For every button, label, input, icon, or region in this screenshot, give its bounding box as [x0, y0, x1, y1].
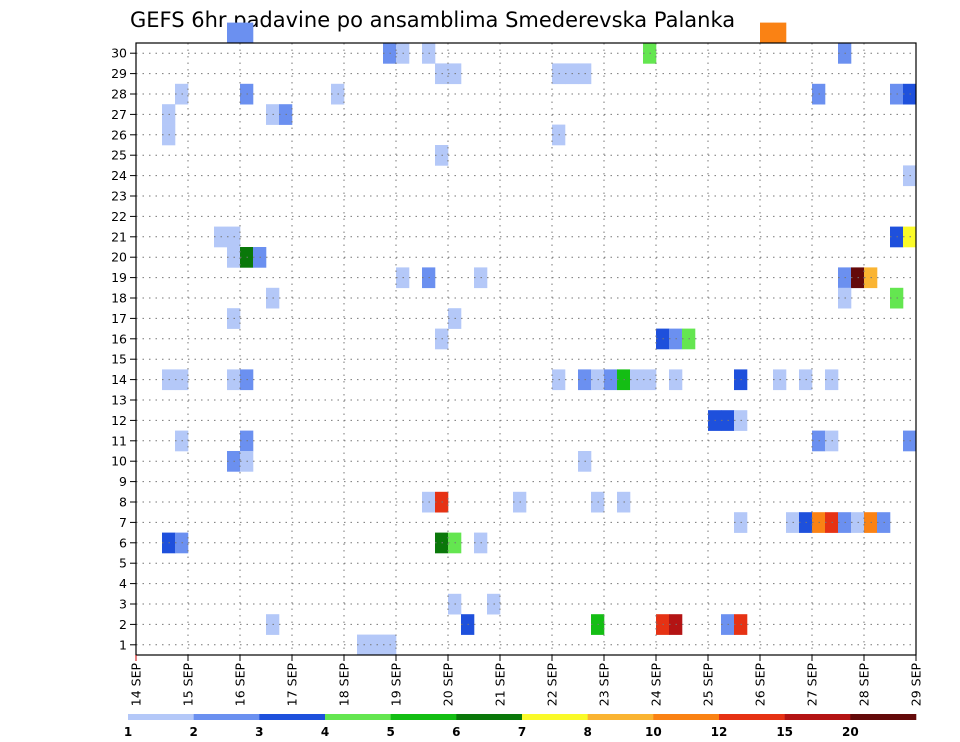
y-tick-label: 12: [111, 413, 127, 428]
y-tick-label: 23: [111, 189, 127, 204]
legend-swatch: [850, 714, 917, 720]
x-tick-label: 14 SEP: [129, 663, 144, 707]
y-tick-label: 13: [111, 393, 127, 408]
legend-swatch: [653, 714, 720, 720]
legend-label: 8: [583, 725, 591, 739]
y-tick-label: 30: [111, 46, 127, 61]
y-tick-label: 14: [111, 372, 127, 387]
y-tick-label: 9: [119, 474, 127, 489]
x-tick-label: 17 SEP: [285, 663, 300, 707]
y-tick-label: 6: [119, 535, 127, 550]
y-tick-label: 25: [111, 148, 127, 163]
legend-swatch: [259, 714, 326, 720]
legend-swatch: [390, 714, 457, 720]
legend-label: 10: [645, 725, 662, 739]
plot-frame: [135, 42, 917, 656]
x-tick-label: 20 SEP: [441, 663, 456, 707]
y-tick-label: 4: [119, 576, 127, 591]
heatmap-cell: [240, 22, 254, 44]
x-tick-label: 26 SEP: [753, 663, 768, 707]
x-tick-label: 21 SEP: [493, 663, 508, 707]
x-tick-label: 27 SEP: [805, 663, 820, 707]
legend-label: 7: [518, 725, 526, 739]
x-tick-label: 19 SEP: [389, 663, 404, 707]
y-tick-label: 5: [119, 556, 127, 571]
y-tick-label: 16: [111, 331, 127, 346]
x-tick-label: 15 SEP: [181, 663, 196, 707]
legend-swatch: [587, 714, 654, 720]
heatmap-cell: [760, 22, 774, 44]
legend-label: 3: [255, 725, 263, 739]
legend-swatch: [128, 714, 194, 720]
y-tick-label: 7: [119, 515, 127, 530]
y-tick-label: 1: [119, 637, 127, 652]
legend-label: 20: [842, 725, 859, 739]
legend-label: 15: [776, 725, 793, 739]
y-tick-label: 3: [119, 597, 127, 612]
grid-lines: [136, 43, 916, 655]
y-tick-label: 20: [111, 250, 127, 265]
y-tick-label: 17: [111, 311, 127, 326]
y-tick-label: 21: [111, 229, 127, 244]
y-tick-label: 24: [111, 168, 127, 183]
y-tick-label: 11: [111, 433, 127, 448]
y-tick-label: 2: [119, 617, 127, 632]
legend-label: 6: [452, 725, 460, 739]
x-tick-label: 29 SEP: [909, 663, 924, 707]
x-tick-label: 24 SEP: [649, 663, 664, 707]
chart-title: GEFS 6hr padavine po ansamblima Smederev…: [130, 8, 735, 32]
legend-label: 2: [189, 725, 197, 739]
y-tick-label: 19: [111, 270, 127, 285]
legend-label: 12: [711, 725, 728, 739]
x-axis: 14 SEP 15 SEP 16 SEP 17 SEP 18 SEP 19 SEP 20 S…: [129, 655, 924, 706]
color-legend: 1 2 3 4 5 6 7 8 10 12 15 20: [124, 714, 917, 739]
heatmap-cell: [227, 22, 241, 44]
y-tick-label: 15: [111, 352, 127, 367]
legend-swatch: [456, 714, 523, 720]
x-tick-label: 16 SEP: [233, 663, 248, 707]
legend-swatch: [522, 714, 588, 720]
x-tick-label: 22 SEP: [545, 663, 560, 707]
x-tick-label: 28 SEP: [857, 663, 872, 707]
x-tick-label: 18 SEP: [337, 663, 352, 707]
y-tick-label: 26: [111, 127, 127, 142]
y-tick-label: 10: [111, 454, 127, 469]
x-tick-label: 25 SEP: [701, 663, 716, 707]
y-tick-label: 29: [111, 66, 127, 81]
y-tick-label: 22: [111, 209, 127, 224]
y-tick-label: 28: [111, 87, 127, 102]
y-tick-label: 27: [111, 107, 127, 122]
y-tick-label: 18: [111, 291, 127, 306]
x-tick-label: 23 SEP: [597, 663, 612, 707]
legend-label: 1: [124, 725, 132, 739]
legend-swatch: [784, 714, 851, 720]
legend-swatch: [719, 714, 785, 720]
heatmap-cell: [773, 22, 787, 44]
y-tick-label: 8: [119, 495, 127, 510]
legend-label: 4: [321, 725, 329, 739]
legend-swatch: [325, 714, 391, 720]
legend-label: 5: [386, 725, 394, 739]
legend-swatch: [193, 714, 260, 720]
y-axis: 1234567891011121314151617181920212223242…: [111, 46, 136, 652]
